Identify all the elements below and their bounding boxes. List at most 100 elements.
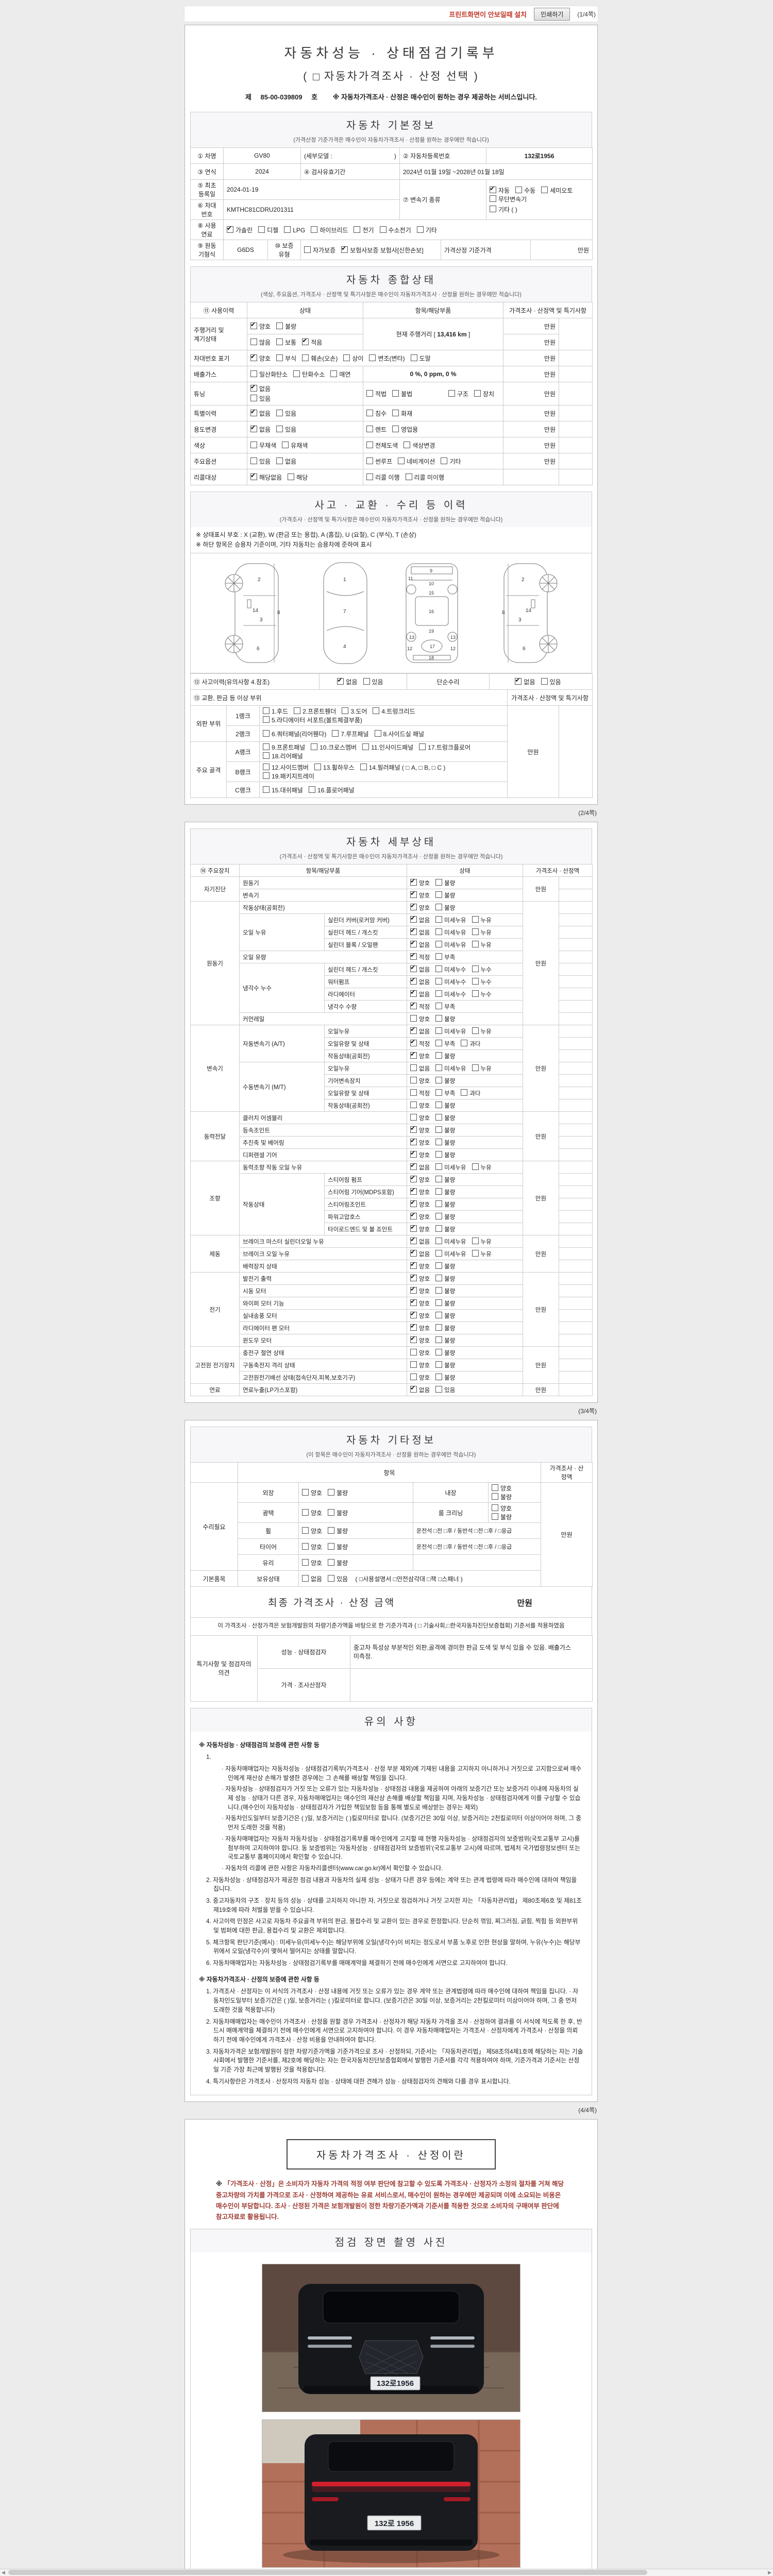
checkbox-icon[interactable] — [363, 677, 370, 685]
checkbox-icon[interactable] — [282, 441, 289, 448]
option[interactable]: 16.플로어패널 — [308, 786, 355, 794]
checkbox-icon[interactable] — [515, 186, 523, 193]
checkbox-icon[interactable] — [472, 965, 479, 972]
checkbox-icon[interactable] — [342, 707, 349, 715]
option[interactable]: 양호 — [410, 1335, 430, 1345]
checkbox-icon[interactable] — [435, 940, 443, 947]
checkbox-icon[interactable] — [541, 186, 548, 193]
checkbox-icon[interactable] — [304, 246, 311, 253]
checkbox-icon[interactable] — [410, 890, 417, 898]
checkbox-icon[interactable] — [492, 1504, 498, 1512]
checkbox-icon[interactable] — [276, 457, 283, 464]
option[interactable]: 미세누유 — [435, 940, 466, 949]
checkbox-icon[interactable] — [410, 989, 417, 997]
checkbox-icon[interactable] — [435, 1076, 443, 1083]
option[interactable]: 렌트 — [366, 425, 386, 434]
print-button[interactable]: 인쇄하기 — [534, 7, 570, 21]
checkbox-icon[interactable] — [410, 1076, 417, 1083]
checkbox-icon[interactable] — [410, 939, 417, 947]
checkbox-icon[interactable] — [302, 1574, 309, 1582]
checkbox-icon[interactable] — [366, 425, 373, 432]
checkbox-icon[interactable] — [392, 425, 399, 432]
option[interactable]: 양호 — [410, 1174, 430, 1184]
checkbox-icon[interactable] — [410, 1174, 417, 1182]
option[interactable]: 없음 — [410, 964, 430, 974]
option[interactable]: 양호 — [410, 890, 430, 900]
option[interactable]: 불량 — [435, 1212, 455, 1221]
checkbox-icon[interactable] — [435, 977, 443, 985]
option[interactable]: 불법 — [392, 389, 412, 398]
checkbox-icon[interactable] — [366, 457, 373, 464]
checkbox-icon[interactable] — [472, 1249, 479, 1257]
option[interactable]: 불량 — [435, 1188, 455, 1196]
checkbox-icon[interactable] — [410, 1273, 417, 1281]
option[interactable]: 있음 — [328, 1574, 348, 1583]
checkbox-icon[interactable] — [360, 764, 367, 771]
option[interactable]: 불량 — [435, 1101, 455, 1110]
checkbox-icon[interactable] — [435, 1225, 443, 1232]
option[interactable]: 보통 — [276, 338, 296, 347]
checkbox-icon[interactable] — [435, 1101, 443, 1108]
checkbox-icon[interactable] — [435, 1237, 443, 1244]
option[interactable]: 양호 — [302, 1509, 322, 1517]
checkbox-icon[interactable] — [263, 730, 270, 737]
checkbox-icon[interactable] — [410, 952, 417, 960]
option[interactable]: 부족 — [435, 1039, 455, 1048]
option[interactable]: 없음 — [250, 408, 271, 418]
option[interactable]: 없음 — [515, 676, 535, 686]
checkbox-icon[interactable] — [263, 786, 270, 793]
option[interactable]: 19.패키지트레이 — [263, 772, 314, 781]
option[interactable]: 양호 — [410, 877, 430, 887]
checkbox-icon[interactable] — [227, 225, 233, 233]
checkbox-icon[interactable] — [435, 1286, 443, 1294]
option[interactable]: 미세누유 — [435, 916, 466, 924]
checkbox-icon[interactable] — [328, 1527, 335, 1534]
option[interactable]: 구조 — [448, 389, 468, 398]
option[interactable]: 양호 — [410, 1373, 430, 1382]
checkbox-icon[interactable] — [366, 473, 373, 480]
checkbox-icon[interactable] — [435, 1175, 443, 1182]
option[interactable]: 상이 — [343, 354, 363, 363]
checkbox-icon[interactable] — [419, 743, 426, 751]
checkbox-icon[interactable] — [435, 1324, 443, 1331]
option[interactable]: 없음 — [337, 676, 358, 686]
checkbox-icon[interactable] — [410, 1285, 417, 1294]
option[interactable]: 없음 — [410, 914, 430, 924]
option[interactable]: 6.쿼터패널(리어휀다) — [263, 730, 326, 738]
option[interactable]: 불량 — [328, 1509, 348, 1517]
option[interactable]: 양호 — [410, 1211, 430, 1221]
checkbox-icon[interactable] — [435, 1249, 443, 1257]
option[interactable]: 불량 — [435, 1225, 455, 1233]
checkbox-icon[interactable] — [250, 321, 257, 329]
checkbox-icon[interactable] — [490, 185, 497, 193]
option[interactable]: 있음 — [276, 409, 296, 418]
checkbox-icon[interactable] — [435, 1150, 443, 1158]
option[interactable]: 누수 — [472, 965, 492, 974]
checkbox-icon[interactable] — [435, 953, 443, 960]
option[interactable]: 양호 — [410, 1298, 430, 1308]
option[interactable]: 없음 — [410, 1162, 430, 1172]
checkbox-icon[interactable] — [435, 1027, 443, 1034]
option[interactable]: 14.필러패널 ( □ A, □ B, □ C ) — [360, 763, 445, 772]
checkbox-icon[interactable] — [328, 1543, 335, 1550]
option[interactable]: 많음 — [250, 338, 271, 347]
option[interactable]: 불량 — [435, 891, 455, 900]
option[interactable]: 불량 — [435, 1014, 455, 1023]
option[interactable]: 보험사보증 보험사[신한손보] — [341, 245, 424, 255]
checkbox-icon[interactable] — [441, 457, 448, 464]
checkbox-icon[interactable] — [435, 1200, 443, 1207]
option[interactable]: 불량 — [435, 1076, 455, 1085]
option[interactable]: 하이브리드 — [311, 226, 348, 234]
checkbox-icon[interactable] — [472, 977, 479, 985]
install-notice-link[interactable]: 프린트화면이 안보일때 설치 — [449, 10, 527, 19]
option[interactable]: 미세누수 — [435, 977, 466, 986]
option[interactable]: 불량 — [435, 1113, 455, 1122]
checkbox-icon[interactable] — [328, 1574, 335, 1582]
checkbox-icon[interactable] — [250, 424, 257, 432]
option[interactable]: 불량 — [435, 1311, 455, 1320]
option[interactable]: 양호 — [410, 1125, 430, 1134]
option[interactable]: 양호 — [250, 353, 271, 363]
option[interactable]: 색상변경 — [404, 441, 435, 450]
option[interactable]: 불량 — [435, 903, 455, 912]
option[interactable]: 있음 — [276, 425, 296, 434]
